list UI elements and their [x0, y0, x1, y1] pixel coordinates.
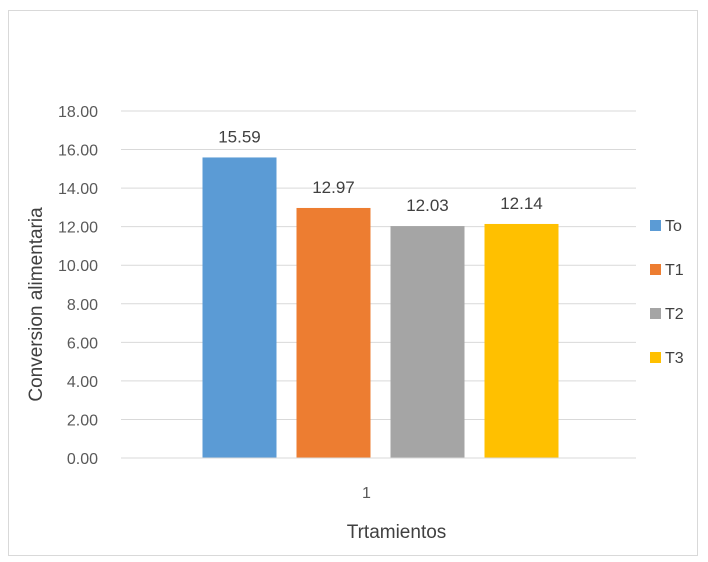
- legend-label-to: To: [665, 218, 682, 235]
- y-tick-label: 0.00: [67, 451, 98, 468]
- data-label-to: 15.59: [218, 127, 261, 146]
- y-axis-ticks: 0.00 2.00 4.00 6.00 8.00 10.00 12.00 14.00 16.00…: [58, 104, 98, 468]
- y-tick-label: 6.00: [67, 335, 98, 352]
- data-label-t2: 12.03: [406, 196, 449, 215]
- bar-to: [202, 157, 277, 458]
- legend: To T1 T2 T3: [650, 218, 684, 367]
- legend-swatch-t3: [650, 352, 661, 363]
- y-tick-label: 16.00: [58, 143, 98, 160]
- legend-swatch-t1: [650, 264, 661, 275]
- bars: [202, 157, 559, 458]
- y-tick-label: 10.00: [58, 258, 98, 275]
- y-tick-label: 2.00: [67, 412, 98, 429]
- y-tick-label: 18.00: [58, 104, 98, 121]
- legend-label-t3: T3: [665, 350, 684, 367]
- y-tick-label: 14.00: [58, 181, 98, 198]
- bar-t2: [390, 226, 465, 458]
- data-label-t1: 12.97: [312, 178, 355, 197]
- x-tick-label: 1: [362, 485, 371, 502]
- bar-t3: [484, 223, 559, 458]
- y-axis-title: Conversion alimentaria: [26, 207, 47, 402]
- y-tick-label: 4.00: [67, 374, 98, 391]
- y-tick-label: 8.00: [67, 297, 98, 314]
- x-axis-title: Trtamientos: [347, 522, 447, 543]
- legend-label-t1: T1: [665, 262, 684, 279]
- data-labels: 15.59 12.97 12.03 12.14: [218, 127, 543, 215]
- legend-label-t2: T2: [665, 306, 684, 323]
- bar-t1: [296, 207, 371, 458]
- data-label-t3: 12.14: [500, 194, 543, 213]
- legend-swatch-to: [650, 220, 661, 231]
- gridlines: [121, 110, 636, 420]
- y-tick-label: 12.00: [58, 220, 98, 237]
- legend-swatch-t2: [650, 308, 661, 319]
